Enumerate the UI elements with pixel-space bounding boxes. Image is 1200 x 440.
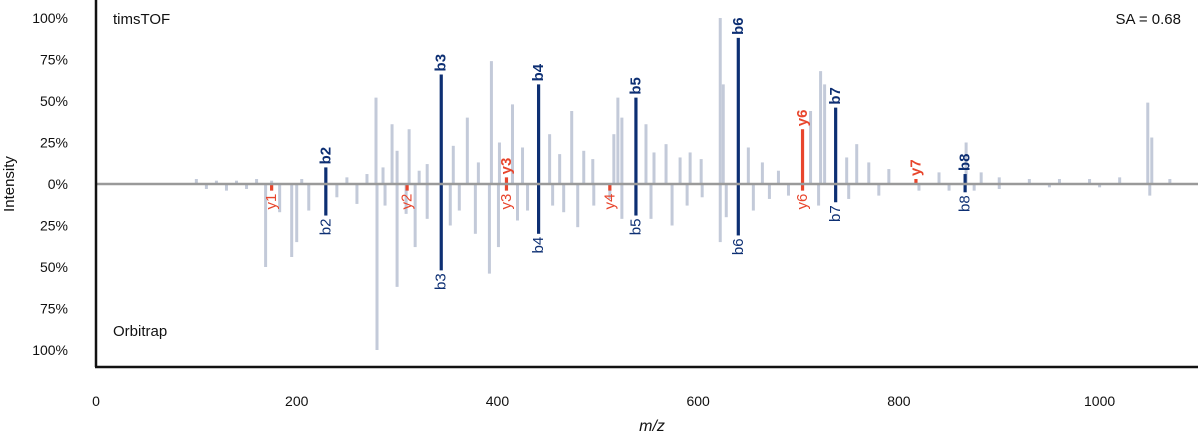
peak-label-y3-top: y3 (498, 158, 515, 175)
y-tick-label-bottom: 50% (40, 259, 68, 275)
x-tick-label: 400 (486, 393, 510, 409)
unannotated-peaks (194, 18, 1172, 350)
peak-label-b3-top: b3 (433, 54, 450, 72)
peak-label-y3-bottom: y3 (498, 194, 515, 210)
y-axis-title: Intensity (1, 156, 18, 212)
top-spectrum-label: timsTOF (113, 11, 170, 28)
x-tick-label: 1000 (1084, 393, 1115, 409)
y-tick-label-bottom: 75% (40, 301, 68, 317)
x-tick-label: 0 (92, 393, 100, 409)
peak-label-b8-bottom: b8 (957, 195, 974, 212)
y-tick-label-top: 50% (40, 93, 68, 109)
peak-label-y6-top: y6 (794, 110, 811, 127)
x-axis-title: m/z (639, 418, 665, 435)
peak-labels: b2 b3 y3 b4 b5 b6 y6 b7 y7 b8 y1 b2 y2 b3 y3 y4 b4 b5 b6 y6… (263, 17, 973, 290)
y-tick-label-bottom: 25% (40, 218, 68, 234)
y-tick-label-top: 25% (40, 135, 68, 151)
peak-label-b5-top: b5 (627, 77, 644, 95)
peak-label-b5-bottom: b5 (627, 219, 644, 236)
y-tick-label-top: 75% (40, 52, 68, 68)
y-tick-label-top: 100% (32, 10, 68, 26)
peak-label-b3-bottom: b3 (433, 273, 450, 290)
peak-label-y4-bottom: y4 (601, 194, 618, 210)
peak-label-b7-top: b7 (827, 87, 844, 105)
peak-label-b2-top: b2 (317, 147, 334, 165)
peak-label-b7-bottom: b7 (827, 205, 844, 222)
y-tick-label-bottom: 100% (32, 342, 68, 358)
y-tick-label-top: 0% (48, 176, 68, 192)
axes: 100% 75% 50% 25% 0% 25% 50% 75% 100% 0 200 400 600 80… (32, 0, 1198, 409)
peak-label-b2-bottom: b2 (317, 219, 334, 236)
x-tick-label: 200 (285, 393, 309, 409)
peak-label-y2-bottom: y2 (399, 194, 416, 210)
peak-label-y6-bottom: y6 (794, 194, 811, 210)
peak-label-y7-top: y7 (907, 159, 924, 176)
x-tick-label: 600 (686, 393, 710, 409)
peak-label-b4-bottom: b4 (530, 237, 547, 254)
peak-label-b6-bottom: b6 (730, 238, 747, 255)
peak-label-b4-top: b4 (530, 63, 547, 81)
bottom-spectrum-label: Orbitrap (113, 323, 167, 340)
peak-label-b8-top: b8 (957, 154, 974, 172)
peak-label-y1-bottom: y1 (263, 194, 280, 210)
peak-label-b6-top: b6 (730, 17, 747, 35)
similarity-annotation: SA = 0.68 (1116, 11, 1181, 28)
x-tick-label: 800 (887, 393, 911, 409)
